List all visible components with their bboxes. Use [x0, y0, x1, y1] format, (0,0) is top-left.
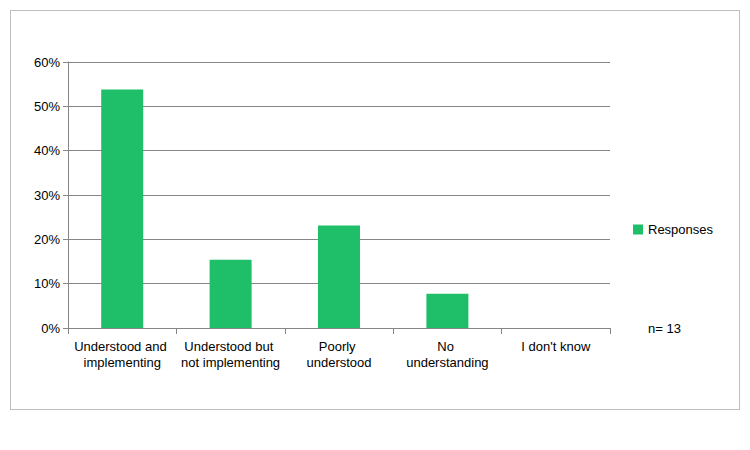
svg-text:I don't know: I don't know — [521, 339, 591, 354]
svg-text:No: No — [437, 339, 457, 354]
svg-text:40%: 40% — [34, 143, 60, 158]
svg-text:60%: 60% — [34, 55, 60, 70]
svg-text:Responses: Responses — [648, 222, 714, 237]
svg-text:Poorly: Poorly — [319, 339, 359, 354]
svg-text:50%: 50% — [34, 99, 60, 114]
svg-text:Understood and: Understood and — [74, 339, 170, 354]
svg-text:0%: 0% — [41, 321, 60, 336]
svg-text:Understood but: Understood but — [184, 339, 277, 354]
svg-text:not implementing: not implementing — [181, 355, 280, 370]
svg-text:implementing: implementing — [84, 355, 161, 370]
svg-text:30%: 30% — [34, 188, 60, 203]
svg-text:10%: 10% — [34, 276, 60, 291]
svg-text:understood: understood — [306, 355, 371, 370]
svg-text:20%: 20% — [34, 232, 60, 247]
svg-text:understanding: understanding — [406, 355, 488, 370]
svg-text:n= 13: n= 13 — [648, 321, 681, 336]
